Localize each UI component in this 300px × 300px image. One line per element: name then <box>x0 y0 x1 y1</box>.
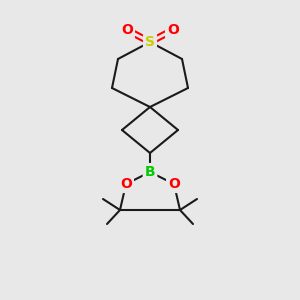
Text: B: B <box>145 165 155 179</box>
Text: S: S <box>145 35 155 49</box>
Text: O: O <box>168 177 180 191</box>
Text: O: O <box>121 23 133 37</box>
Text: O: O <box>120 177 132 191</box>
Text: O: O <box>167 23 179 37</box>
